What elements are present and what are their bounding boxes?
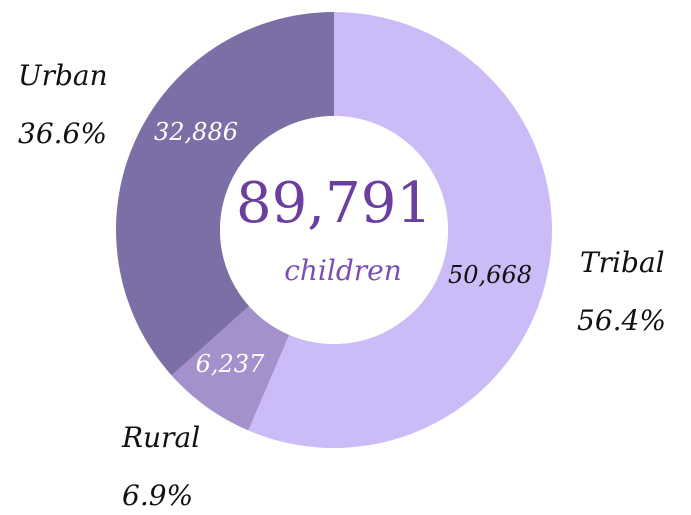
label-tribal-percent: 56.4% xyxy=(577,304,666,337)
center-total: 89,791 xyxy=(236,171,432,236)
slice-rural xyxy=(171,306,290,431)
slice-value-urban: 32,886 xyxy=(154,118,238,146)
label-urban-percent: 36.6% xyxy=(18,117,107,150)
slice-value-rural: 6,237 xyxy=(196,350,265,378)
slice-tribal xyxy=(248,12,553,448)
slice-urban xyxy=(116,12,334,376)
label-tribal-name: Tribal xyxy=(580,246,665,279)
label-urban-name: Urban xyxy=(18,59,108,92)
label-rural-name: Rural xyxy=(121,421,200,454)
center-unit: children xyxy=(284,254,402,287)
label-rural-percent: 6.9% xyxy=(122,479,193,512)
slices-group xyxy=(116,12,553,448)
donut-hole xyxy=(220,116,448,344)
slice-value-tribal: 50,668 xyxy=(448,261,532,289)
